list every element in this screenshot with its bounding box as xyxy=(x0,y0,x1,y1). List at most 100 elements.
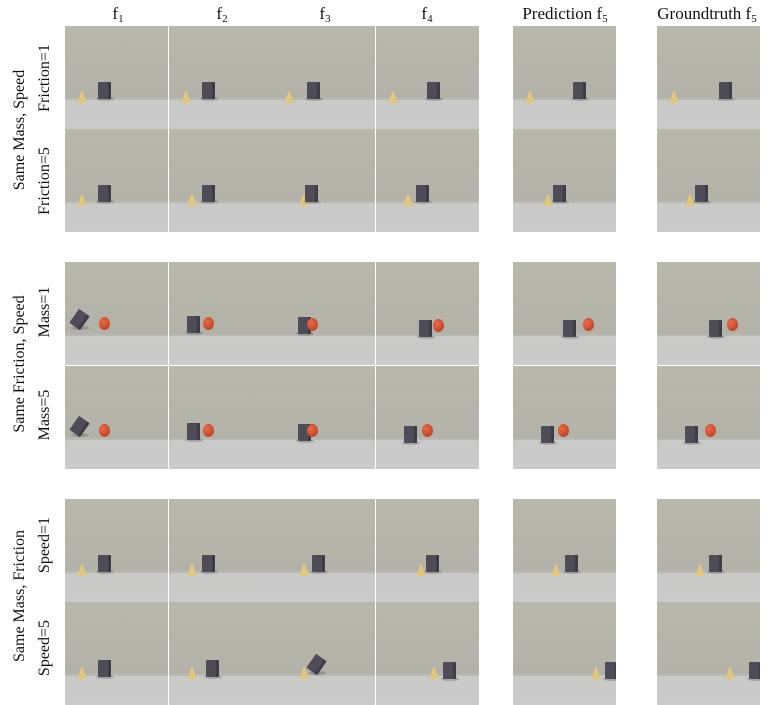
cube-shadow xyxy=(185,438,203,442)
ball-object xyxy=(307,424,318,437)
frame-r4-groundtruth xyxy=(657,366,760,469)
col-header-f1: f1 xyxy=(112,4,124,25)
cone-object xyxy=(551,563,561,576)
frame-r3-f3 xyxy=(272,262,375,365)
frame-r1-f4 xyxy=(376,26,479,129)
cube-shadow xyxy=(603,677,616,681)
cube-object xyxy=(709,555,722,572)
cube-shadow xyxy=(747,677,760,681)
cone-object xyxy=(403,193,413,206)
frame-r6-groundtruth xyxy=(657,602,760,705)
row-label-speed-5: Speed=5 xyxy=(36,619,53,677)
cone-object xyxy=(669,90,679,103)
frame-r6-f4 xyxy=(376,602,479,705)
cube-shadow xyxy=(200,97,218,101)
frame-r6-f2 xyxy=(169,602,272,705)
floor-line xyxy=(272,674,375,676)
floor-line xyxy=(65,334,168,336)
frame-r5-f2 xyxy=(169,499,272,602)
cube-object xyxy=(202,185,215,202)
cube-shadow xyxy=(296,439,314,443)
floor-line xyxy=(169,438,272,440)
cube-shadow xyxy=(96,200,114,204)
cube-shadow xyxy=(539,441,557,445)
cone-object xyxy=(77,193,87,206)
cube-object xyxy=(563,320,576,337)
cube-object xyxy=(202,82,215,99)
cone-object xyxy=(284,90,294,103)
cone-object xyxy=(77,563,87,576)
cone-object xyxy=(725,666,735,679)
cube-object xyxy=(98,185,111,202)
frame-r2-groundtruth xyxy=(657,129,760,232)
frame-r3-f1 xyxy=(65,262,168,365)
cube-object xyxy=(305,185,318,202)
floor-line xyxy=(657,334,760,336)
frame-r2-f2 xyxy=(169,129,272,232)
group-label-friction-speed: Same Friction, Speed xyxy=(11,295,28,433)
frame-r1-prediction xyxy=(513,26,616,129)
col-header-groundtruth: Groundtruth f5 xyxy=(657,4,757,25)
floor-line xyxy=(65,674,168,676)
cube-object xyxy=(553,185,566,202)
frame-r5-f3 xyxy=(272,499,375,602)
cube-object xyxy=(749,662,760,679)
frame-r3-f4 xyxy=(376,262,479,365)
floor-line xyxy=(272,438,375,440)
floor-line xyxy=(272,201,375,203)
cube-shadow xyxy=(561,335,579,339)
row-label-mass-5: Mass=5 xyxy=(36,389,53,441)
cube-object xyxy=(187,316,200,333)
cone-object xyxy=(77,666,87,679)
col-header-f2: f2 xyxy=(216,4,228,25)
cube-object xyxy=(695,185,708,202)
col-header-prediction: Prediction f5 xyxy=(522,4,608,25)
cone-object xyxy=(77,90,87,103)
floor-line xyxy=(376,438,479,440)
cube-shadow xyxy=(571,97,589,101)
floor-line xyxy=(513,674,616,676)
floor-line xyxy=(169,201,272,203)
floor-line xyxy=(657,98,760,100)
ball-object xyxy=(99,317,110,330)
cube-object xyxy=(573,82,586,99)
cube-shadow xyxy=(414,200,432,204)
cube-shadow xyxy=(707,335,725,339)
frame-r3-f2 xyxy=(169,262,272,365)
floor-line xyxy=(272,334,375,336)
frame-r1-f1 xyxy=(65,26,168,129)
floor-line xyxy=(513,571,616,573)
frame-r4-f1 xyxy=(65,366,168,469)
cone-object xyxy=(187,666,197,679)
frame-r1-groundtruth xyxy=(657,26,760,129)
cube-object xyxy=(605,662,616,679)
cube-shadow xyxy=(717,97,735,101)
floor-line xyxy=(376,571,479,573)
floor-line xyxy=(657,674,760,676)
cube-shadow xyxy=(707,570,725,574)
cube-shadow xyxy=(204,675,222,679)
frame-r5-prediction xyxy=(513,499,616,602)
cube-shadow xyxy=(441,677,459,681)
floor-line xyxy=(657,571,760,573)
cube-shadow xyxy=(563,570,581,574)
cube-shadow xyxy=(200,200,218,204)
frame-r2-prediction xyxy=(513,129,616,232)
cube-shadow xyxy=(402,441,420,445)
ball-object xyxy=(705,424,716,437)
floor-line xyxy=(169,334,272,336)
floor-line xyxy=(272,98,375,100)
frame-r6-f3 xyxy=(272,602,375,705)
floor-line xyxy=(65,438,168,440)
cone-object xyxy=(685,193,695,206)
floor-line xyxy=(376,201,479,203)
floor-line xyxy=(657,438,760,440)
cube-object xyxy=(685,426,698,443)
cube-object xyxy=(426,555,439,572)
ball-object xyxy=(422,424,433,437)
ball-object xyxy=(203,424,214,437)
ball-object xyxy=(99,424,110,437)
row-label-friction-1: Friction=1 xyxy=(36,44,53,112)
frame-r4-f4 xyxy=(376,366,479,469)
cube-object xyxy=(98,555,111,572)
